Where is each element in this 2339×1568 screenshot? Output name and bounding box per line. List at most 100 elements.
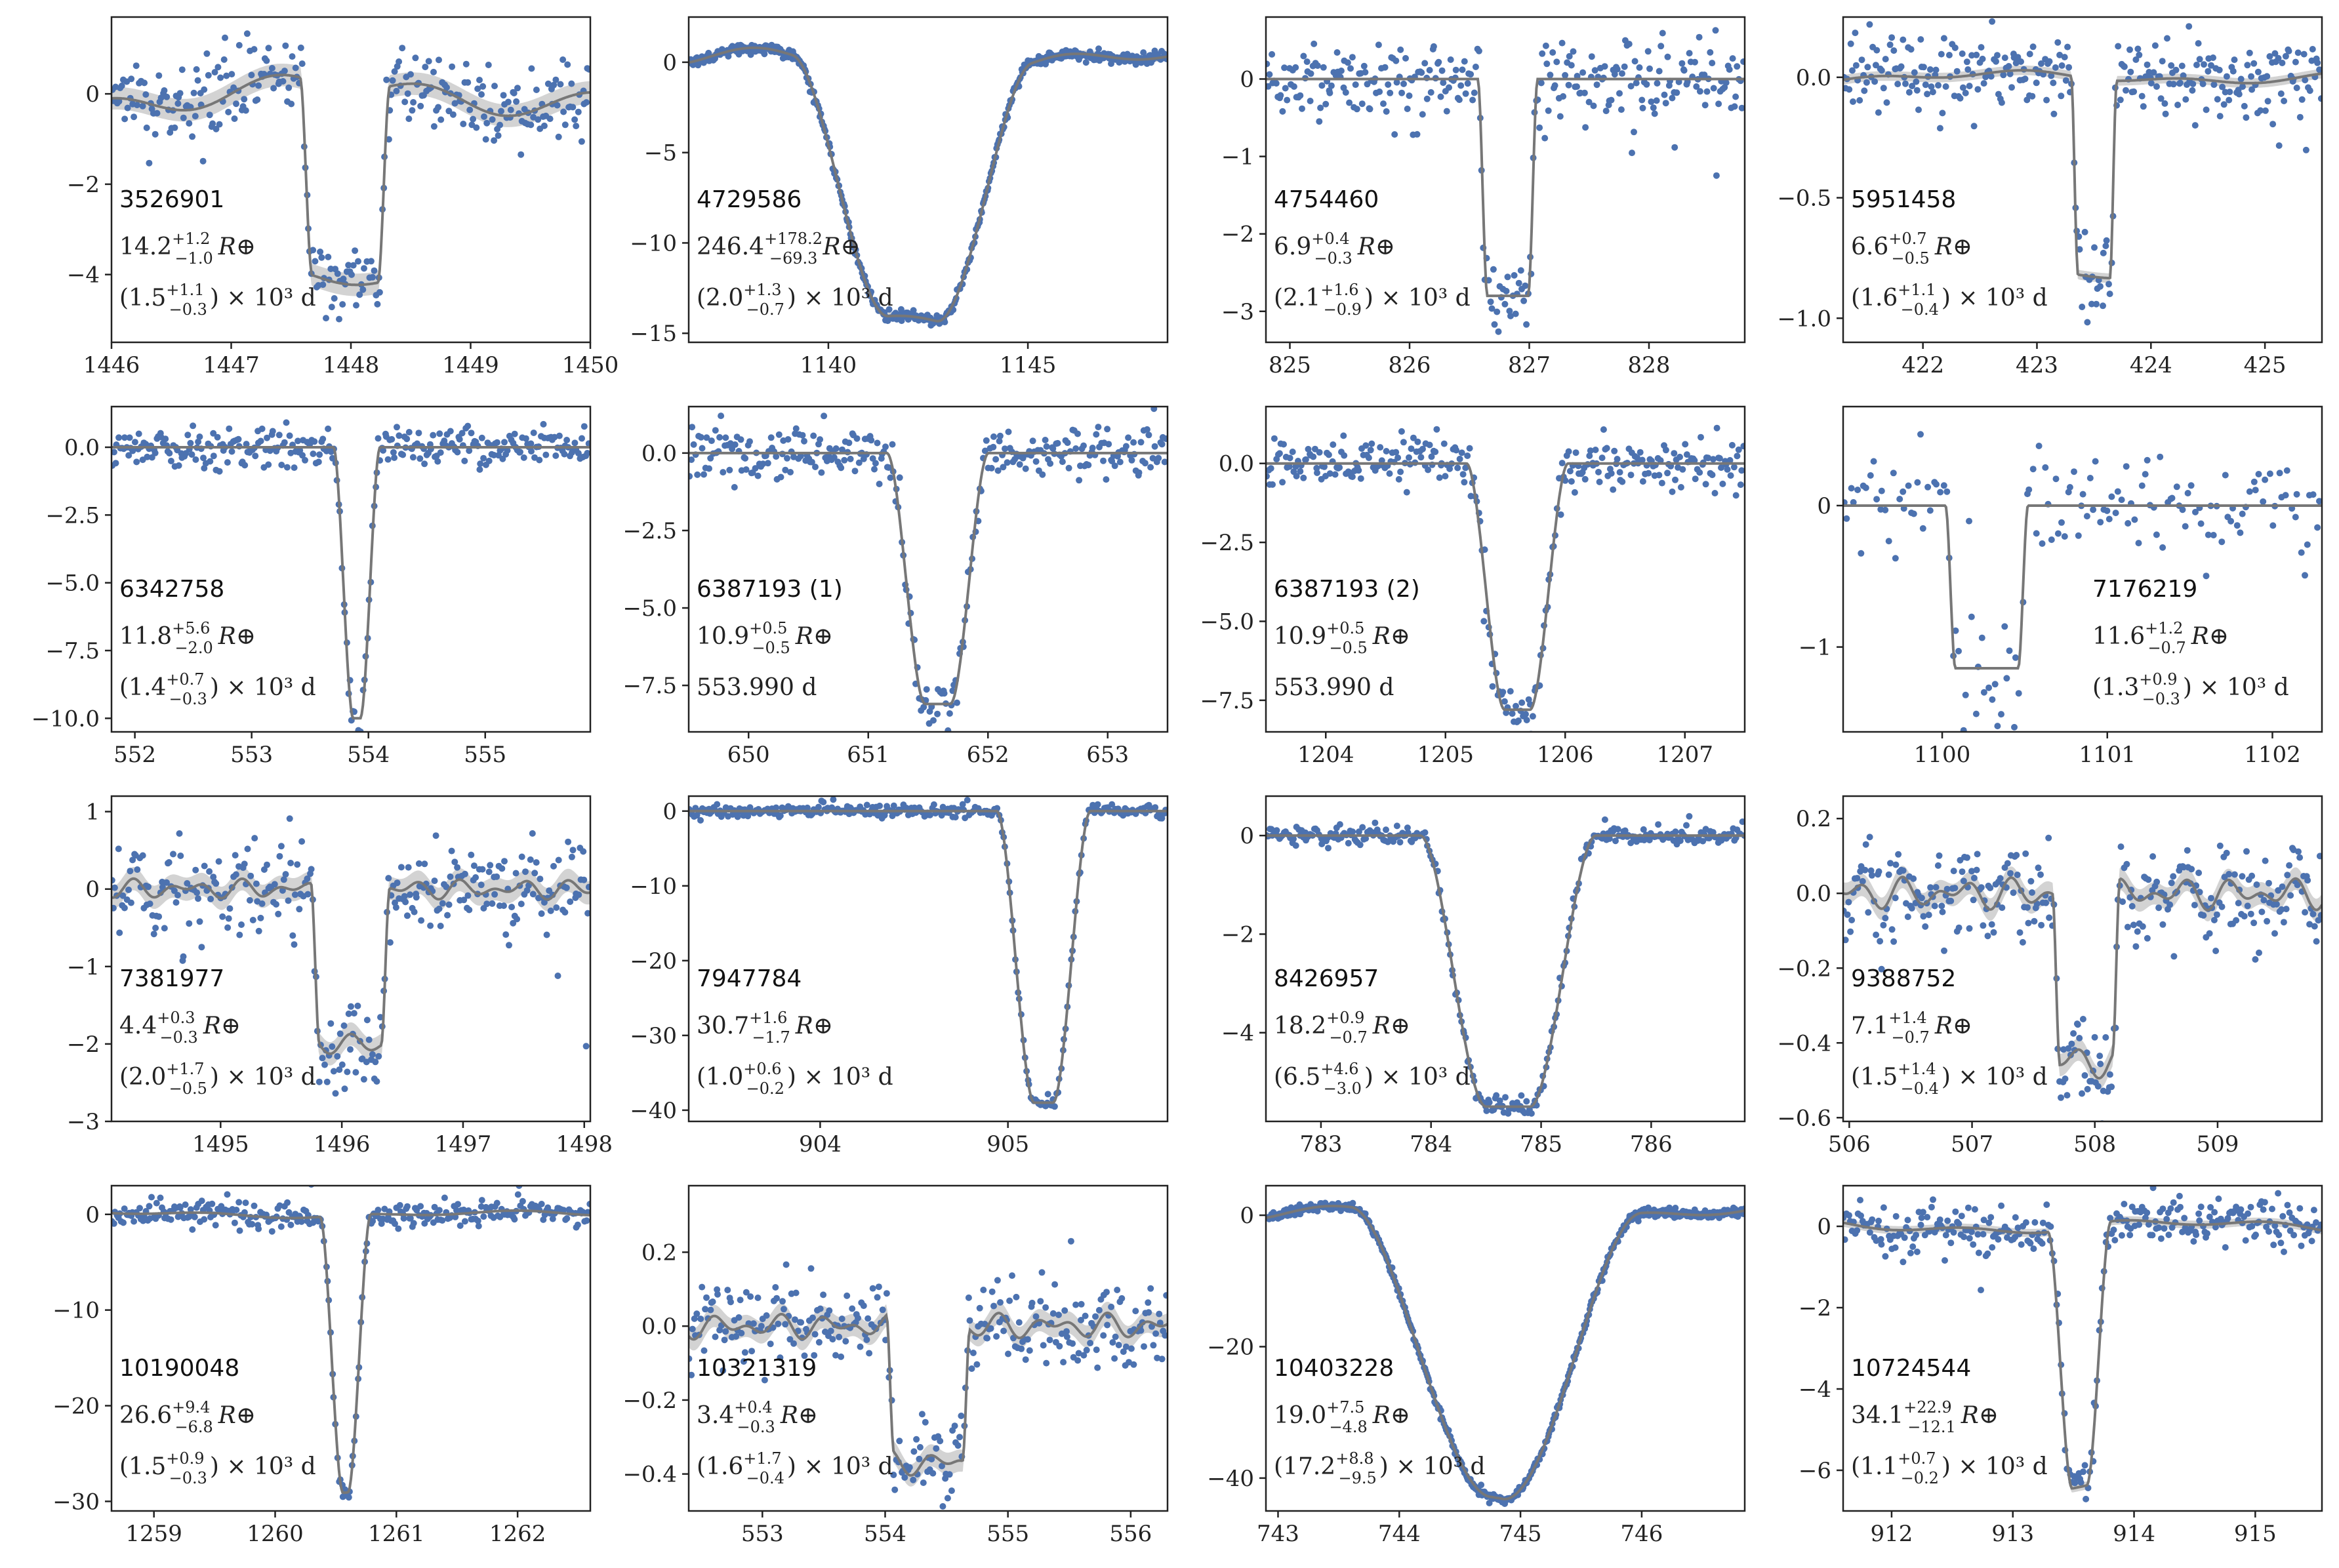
- data-point: [1037, 1298, 1044, 1305]
- data-point: [1105, 441, 1112, 448]
- radius-upper: +1.2: [172, 230, 210, 248]
- data-point: [411, 908, 418, 915]
- data-point: [838, 1353, 845, 1360]
- data-point: [1478, 1481, 1485, 1489]
- data-point: [1677, 484, 1684, 491]
- data-point: [125, 452, 132, 459]
- data-point: [241, 860, 248, 868]
- data-point: [385, 875, 392, 882]
- data-point: [1317, 104, 1324, 111]
- data-point: [356, 291, 363, 298]
- data-point: [2210, 532, 2217, 538]
- data-point: [353, 302, 359, 309]
- model-curve: [689, 451, 1168, 706]
- radius-upper: +0.7: [1888, 230, 1926, 248]
- data-point: [1890, 938, 1898, 945]
- data-point: [139, 102, 146, 110]
- data-point: [1509, 710, 1516, 717]
- data-point: [1964, 854, 1970, 861]
- data-point: [161, 87, 168, 94]
- data-point: [934, 710, 941, 717]
- data-point: [2046, 914, 2053, 921]
- model-curve: [689, 809, 1168, 1104]
- data-point: [152, 131, 159, 138]
- data-point: [193, 889, 201, 896]
- data-point: [207, 895, 214, 902]
- data-point: [1693, 83, 1700, 90]
- data-point: [2118, 496, 2125, 504]
- period-unit: ) × 10³ d: [1364, 285, 1471, 312]
- data-point: [1128, 1345, 1135, 1352]
- data-point: [1709, 60, 1716, 67]
- data-point: [1702, 481, 1709, 488]
- data-point: [549, 1215, 556, 1222]
- data-point: [497, 121, 504, 129]
- data-point: [980, 1287, 987, 1293]
- data-point: [1114, 1287, 1121, 1293]
- data-point: [563, 884, 570, 891]
- data-point: [830, 796, 837, 803]
- data-point: [1367, 447, 1374, 454]
- data-point: [1438, 67, 1446, 74]
- data-point: [2210, 917, 2218, 923]
- data-point: [1346, 99, 1353, 106]
- data-point: [1658, 479, 1665, 487]
- data-point: [1582, 124, 1589, 131]
- data-point: [966, 1317, 973, 1324]
- axes-frame: [687, 1184, 1169, 1512]
- data-point: [1279, 108, 1286, 115]
- data-point: [721, 1337, 728, 1344]
- data-point: [1406, 454, 1412, 461]
- data-point: [403, 435, 411, 443]
- data-point: [121, 434, 128, 441]
- data-point: [393, 87, 400, 94]
- data-point: [2144, 456, 2151, 464]
- data-point: [219, 913, 226, 920]
- y-tick-label: −4: [1221, 1020, 1254, 1047]
- data-point: [1085, 462, 1092, 469]
- data-point: [2316, 498, 2322, 505]
- data-point: [2311, 923, 2318, 930]
- data-point: [1271, 435, 1278, 442]
- data-point: [1095, 45, 1102, 52]
- data-point: [1894, 81, 1902, 88]
- period-upper: +1.1: [166, 281, 204, 299]
- data-point: [827, 1327, 834, 1335]
- data-point: [830, 454, 838, 461]
- data-point: [1152, 1330, 1160, 1337]
- data-point: [1103, 476, 1110, 483]
- data-point: [538, 1201, 545, 1207]
- data-point: [2164, 35, 2170, 42]
- data-point: [954, 1442, 962, 1449]
- data-point: [1087, 1340, 1094, 1346]
- radius-lower: −0.7: [1892, 1028, 1930, 1047]
- data-point: [421, 860, 428, 868]
- data-point: [1938, 50, 1945, 58]
- data-point: [167, 1216, 174, 1223]
- data-point: [1719, 480, 1726, 487]
- data-point: [1145, 1299, 1152, 1306]
- data-point: [1715, 100, 1722, 108]
- y-tick-label: −20: [630, 948, 677, 975]
- data-point: [1457, 82, 1465, 89]
- data-point: [764, 460, 771, 467]
- data-point: [2106, 291, 2113, 298]
- data-point: [1679, 466, 1686, 473]
- data-point: [180, 953, 187, 960]
- data-point: [1651, 110, 1658, 117]
- data-point: [528, 448, 535, 455]
- y-tick-label: 0: [1240, 823, 1254, 849]
- data-point: [561, 121, 569, 129]
- data-point: [1980, 80, 1987, 87]
- data-point: [466, 447, 473, 454]
- data-point: [1515, 717, 1522, 724]
- data-point: [405, 864, 412, 871]
- data-point: [482, 136, 489, 143]
- data-point: [809, 1314, 816, 1321]
- data-point: [1588, 53, 1595, 60]
- data-point: [707, 1306, 714, 1314]
- radius-unit: R⊕: [1934, 1013, 1972, 1039]
- data-point: [430, 432, 437, 439]
- data-point: [2105, 515, 2113, 523]
- y-tick-label: −30: [52, 1489, 100, 1515]
